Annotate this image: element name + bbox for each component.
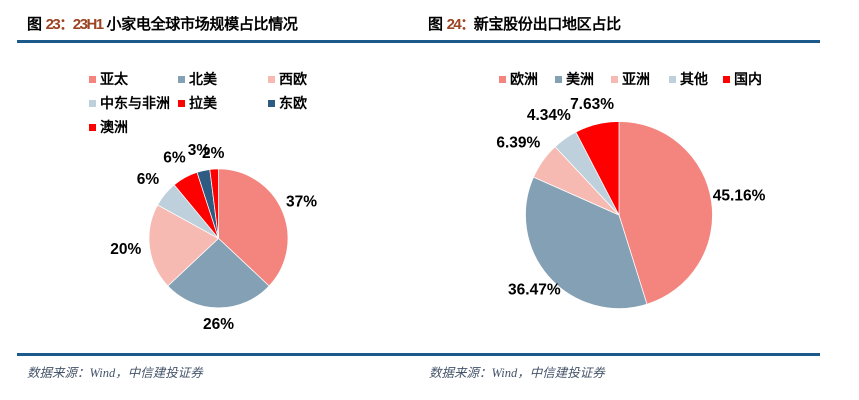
svg-text:37%: 37%: [286, 194, 317, 211]
svg-text:6.39%: 6.39%: [496, 135, 540, 152]
svg-text:4.34%: 4.34%: [527, 107, 571, 124]
svg-text:36.47%: 36.47%: [508, 282, 561, 299]
svg-text:7.63%: 7.63%: [570, 96, 614, 113]
svg-text:20%: 20%: [110, 241, 141, 258]
svg-text:26%: 26%: [203, 316, 234, 333]
svg-text:2%: 2%: [202, 145, 225, 162]
svg-text:45.16%: 45.16%: [713, 188, 766, 205]
svg-text:6%: 6%: [163, 149, 186, 166]
svg-text:6%: 6%: [137, 171, 160, 188]
